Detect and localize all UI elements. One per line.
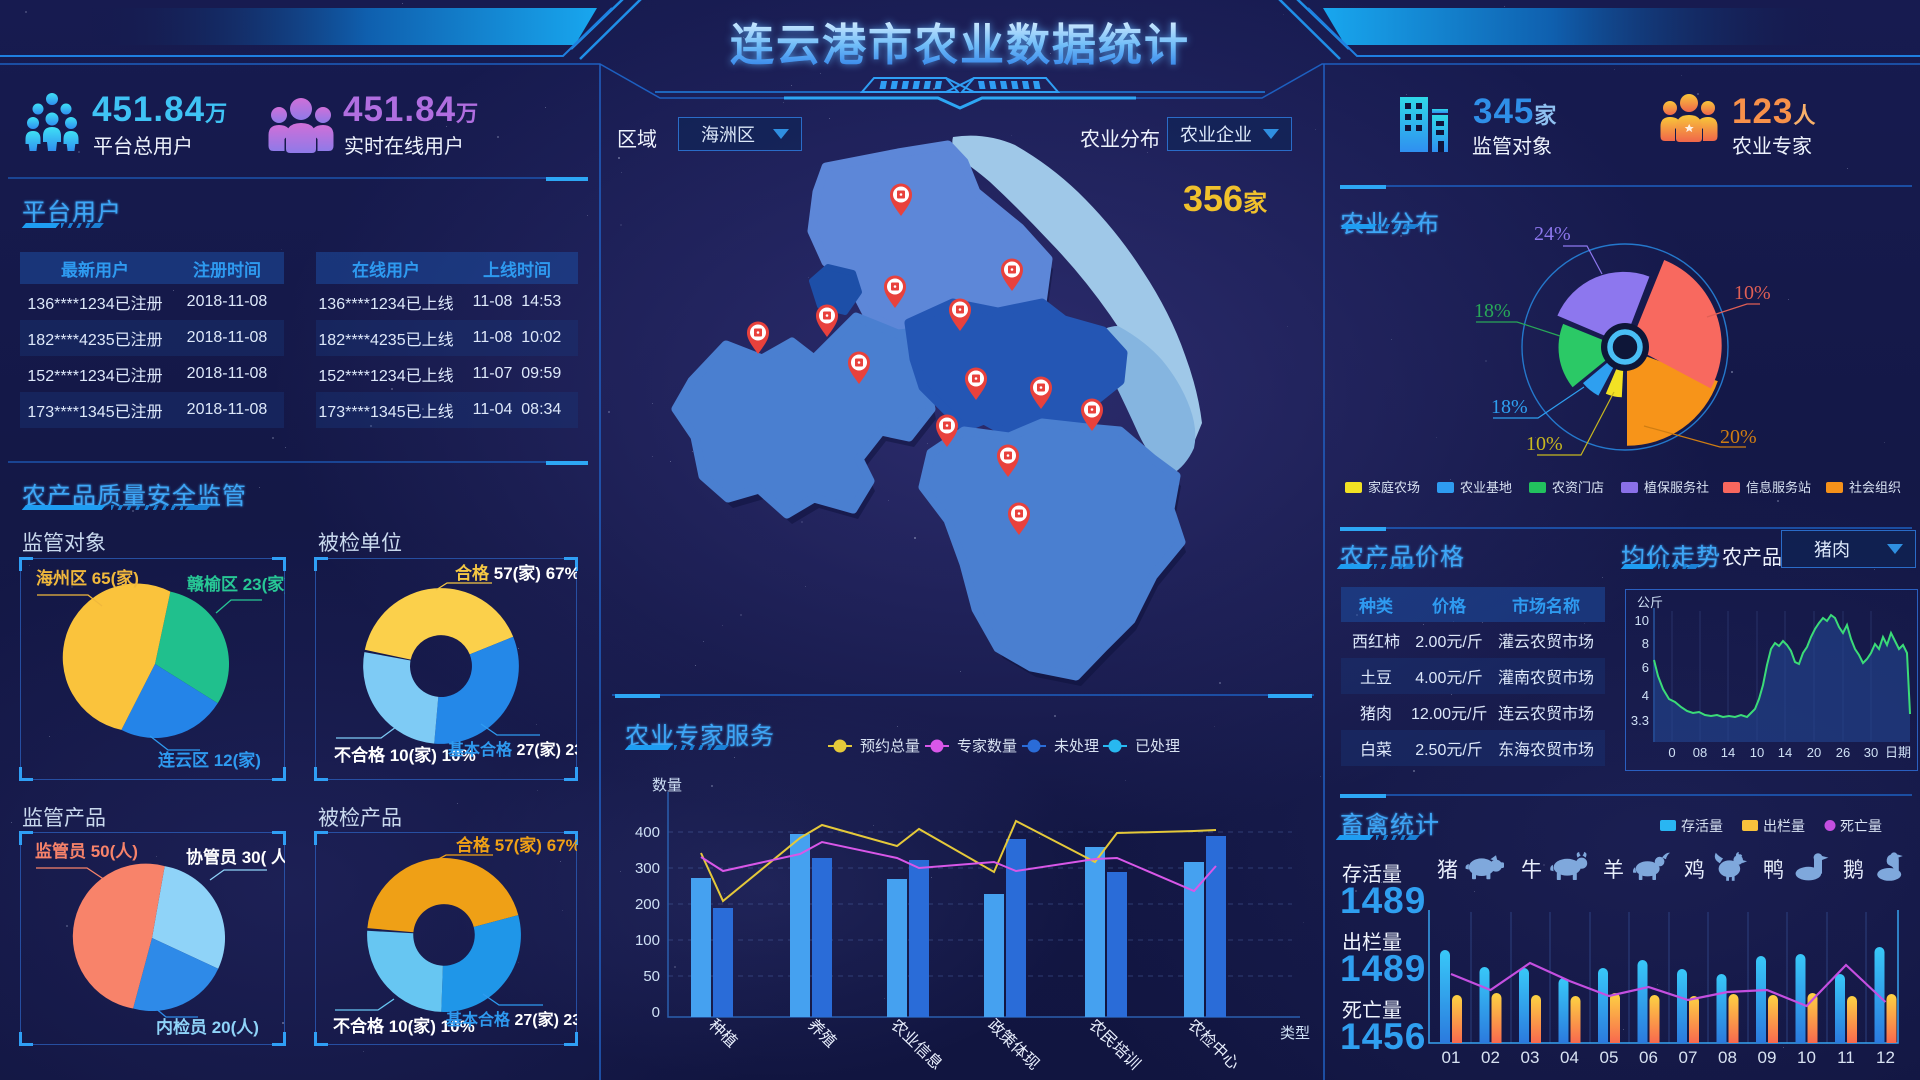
svg-text:30: 30 bbox=[1864, 745, 1878, 760]
svg-text:8: 8 bbox=[1642, 636, 1649, 651]
svg-text:14: 14 bbox=[1778, 745, 1792, 760]
svg-text:14: 14 bbox=[1721, 745, 1735, 760]
svg-text:公斤: 公斤 bbox=[1637, 595, 1663, 610]
svg-text:政策体现: 政策体现 bbox=[984, 1016, 1043, 1073]
svg-text:日期: 日期 bbox=[1885, 745, 1911, 760]
svg-text:不合格 10(家) 10%: 不合格 10(家) 10% bbox=[333, 1016, 475, 1036]
svg-text:10: 10 bbox=[1797, 1048, 1816, 1067]
svg-text:数量: 数量 bbox=[652, 777, 682, 794]
svg-text:24%: 24% bbox=[1534, 223, 1571, 245]
svg-text:09: 09 bbox=[1758, 1048, 1777, 1067]
svg-text:08: 08 bbox=[1693, 745, 1707, 760]
svg-text:10%: 10% bbox=[1526, 433, 1563, 455]
svg-text:未处理: 未处理 bbox=[1054, 738, 1099, 755]
svg-text:连云区 12(家): 连云区 12(家) bbox=[158, 750, 261, 770]
svg-text:01: 01 bbox=[1442, 1048, 1461, 1067]
svg-text:内检员 20(人): 内检员 20(人) bbox=[156, 1017, 259, 1037]
svg-text:不合格 10(家) 10%: 不合格 10(家) 10% bbox=[334, 745, 476, 765]
svg-text:合格 57(家) 67%: 合格 57(家) 67% bbox=[456, 835, 577, 855]
svg-text:20: 20 bbox=[1807, 745, 1821, 760]
svg-text:家庭农场: 家庭农场 bbox=[1368, 480, 1420, 495]
svg-text:6: 6 bbox=[1642, 660, 1649, 675]
svg-text:10: 10 bbox=[1750, 745, 1764, 760]
svg-text:10%: 10% bbox=[1734, 282, 1771, 304]
svg-text:信息服务站: 信息服务站 bbox=[1746, 480, 1811, 495]
svg-text:存活量: 存活量 bbox=[1681, 818, 1723, 834]
svg-text:18%: 18% bbox=[1491, 396, 1528, 418]
svg-text:已处理: 已处理 bbox=[1135, 738, 1180, 755]
svg-text:03: 03 bbox=[1521, 1048, 1540, 1067]
svg-text:海州区 65(家): 海州区 65(家) bbox=[36, 568, 139, 588]
svg-text:0: 0 bbox=[652, 1004, 660, 1021]
svg-text:12: 12 bbox=[1876, 1048, 1895, 1067]
svg-text:出栏量: 出栏量 bbox=[1763, 818, 1805, 834]
svg-text:50: 50 bbox=[643, 968, 660, 985]
svg-text:专家数量: 专家数量 bbox=[957, 738, 1017, 755]
svg-text:04: 04 bbox=[1560, 1048, 1579, 1067]
svg-text:死亡量: 死亡量 bbox=[1840, 818, 1882, 834]
svg-text:协管员 30( 人): 协管员 30( 人) bbox=[186, 847, 285, 867]
svg-text:26: 26 bbox=[1836, 745, 1850, 760]
svg-text:18%: 18% bbox=[1474, 300, 1511, 322]
svg-text:06: 06 bbox=[1639, 1048, 1658, 1067]
svg-text:农业基地: 农业基地 bbox=[1460, 480, 1512, 495]
svg-text:300: 300 bbox=[635, 860, 660, 877]
svg-text:赣榆区 23(家): 赣榆区 23(家) bbox=[187, 574, 285, 594]
svg-text:07: 07 bbox=[1679, 1048, 1698, 1067]
svg-text:农民培训: 农民培训 bbox=[1085, 1016, 1144, 1073]
svg-text:合格 57(家) 67%: 合格 57(家) 67% bbox=[455, 563, 577, 583]
svg-text:05: 05 bbox=[1600, 1048, 1619, 1067]
svg-text:类型: 类型 bbox=[1280, 1025, 1310, 1042]
svg-text:农检中心: 农检中心 bbox=[1184, 1016, 1243, 1073]
svg-text:植保服务社: 植保服务社 bbox=[1644, 480, 1709, 495]
svg-text:400: 400 bbox=[635, 824, 660, 841]
svg-text:种植: 种植 bbox=[705, 1016, 741, 1051]
svg-text:预约总量: 预约总量 bbox=[860, 738, 920, 755]
svg-text:基本合格 27(家) 23%: 基本合格 27(家) 23% bbox=[447, 740, 577, 759]
svg-text:基本合格 27(家) 23%: 基本合格 27(家) 23% bbox=[445, 1010, 577, 1029]
svg-text:10: 10 bbox=[1635, 613, 1649, 628]
svg-text:连云港市农业数据统计: 连云港市农业数据统计 bbox=[730, 21, 1190, 70]
svg-text:02: 02 bbox=[1481, 1048, 1500, 1067]
svg-text:20%: 20% bbox=[1720, 426, 1757, 448]
svg-text:3.3: 3.3 bbox=[1631, 713, 1649, 728]
svg-text:养殖: 养殖 bbox=[804, 1016, 840, 1051]
svg-text:社会组织: 社会组织 bbox=[1849, 480, 1901, 495]
svg-text:100: 100 bbox=[635, 932, 660, 949]
svg-text:11: 11 bbox=[1837, 1048, 1855, 1067]
svg-text:200: 200 bbox=[635, 896, 660, 913]
svg-text:0: 0 bbox=[1668, 745, 1675, 760]
svg-text:农业信息: 农业信息 bbox=[887, 1016, 946, 1073]
svg-text:农资门店: 农资门店 bbox=[1552, 480, 1604, 495]
svg-text:08: 08 bbox=[1718, 1048, 1737, 1067]
svg-text:4: 4 bbox=[1642, 688, 1649, 703]
svg-text:监管员 50(人): 监管员 50(人) bbox=[35, 841, 138, 861]
